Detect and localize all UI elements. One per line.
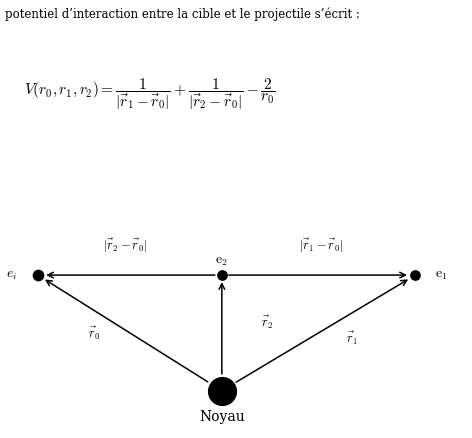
Text: $\vec{r}_0$: $\vec{r}_0$ — [88, 324, 101, 342]
Text: $\mathrm{e}_1$: $\mathrm{e}_1$ — [435, 268, 448, 282]
Text: $\vec{r}_2$: $\vec{r}_2$ — [261, 314, 273, 331]
Text: $e_i$: $e_i$ — [6, 268, 17, 282]
Point — [218, 387, 226, 394]
Text: $|\vec{r}_1 - \vec{r}_0|$: $|\vec{r}_1 - \vec{r}_0|$ — [299, 237, 343, 255]
Text: $|\vec{r}_2 - \vec{r}_0|$: $|\vec{r}_2 - \vec{r}_0|$ — [103, 237, 147, 255]
Text: $V(r_0,r_1,r_2)=\dfrac{1}{|\vec{r}_1-\vec{r}_0|}+\dfrac{1}{|\vec{r}_2-\vec{r}_0|: $V(r_0,r_1,r_2)=\dfrac{1}{|\vec{r}_1-\ve… — [24, 77, 276, 112]
Text: Noyau: Noyau — [199, 410, 244, 424]
Point — [34, 272, 42, 279]
Text: potentiel d’interaction entre la cible et le projectile s’écrit :: potentiel d’interaction entre la cible e… — [5, 8, 360, 21]
Text: $\vec{r}_1$: $\vec{r}_1$ — [346, 329, 357, 347]
Text: $\mathrm{e}_2$: $\mathrm{e}_2$ — [215, 254, 228, 268]
Point — [412, 272, 419, 279]
Point — [218, 272, 226, 279]
